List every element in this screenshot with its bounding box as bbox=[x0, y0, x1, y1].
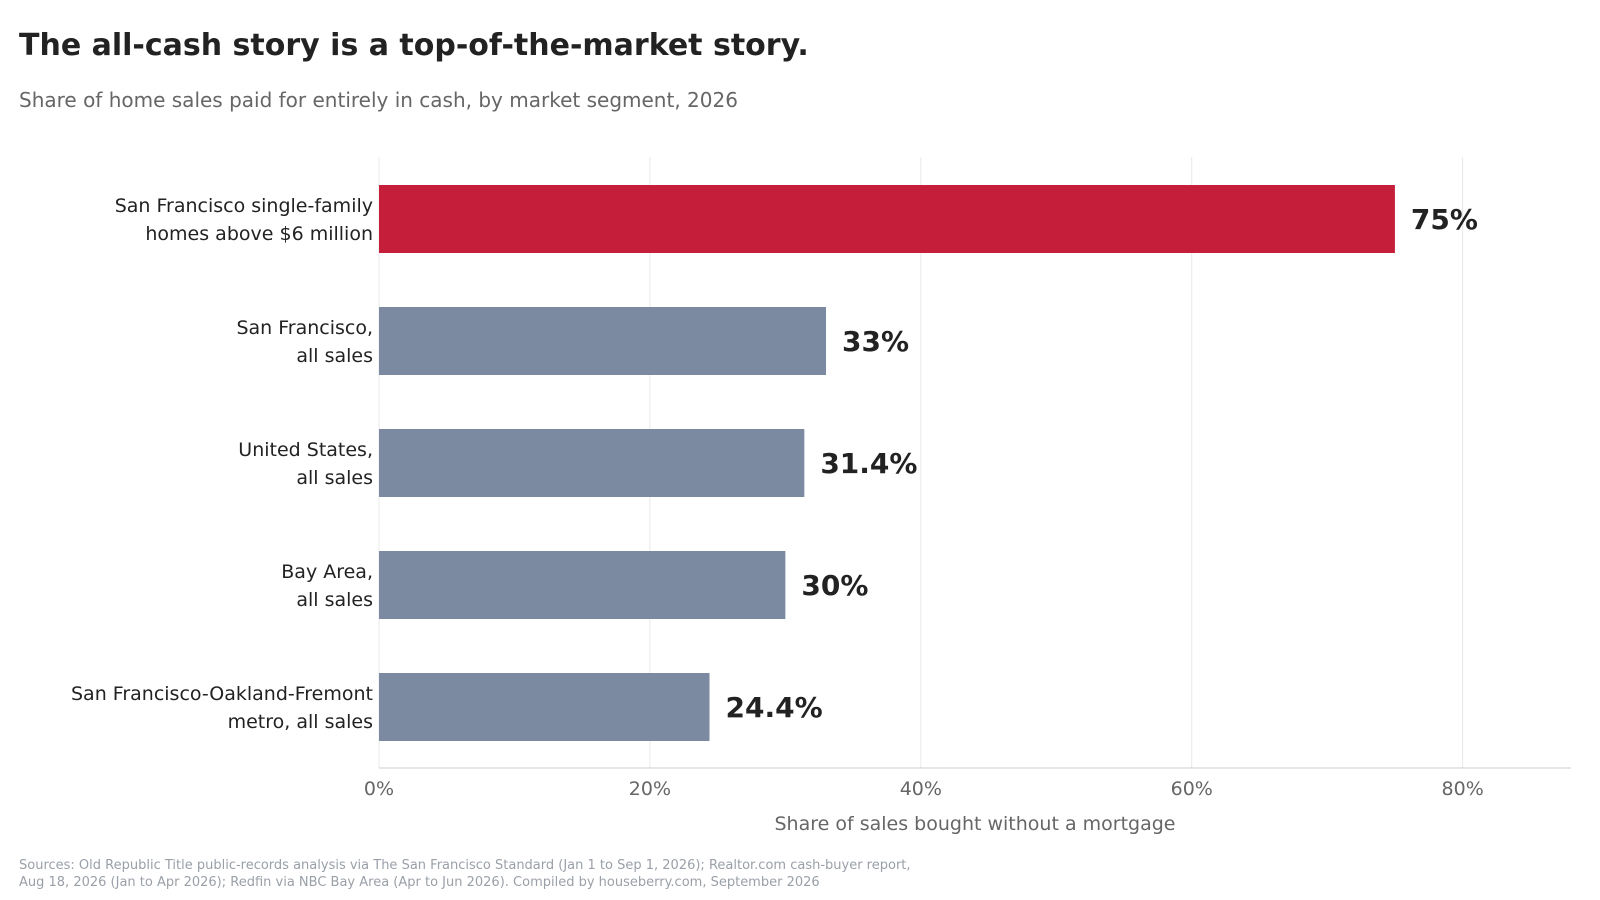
bar-4 bbox=[379, 673, 710, 741]
category-label-line: United States, bbox=[238, 439, 373, 461]
category-label-line: all sales bbox=[296, 589, 373, 611]
x-tick-label: 60% bbox=[1171, 778, 1213, 800]
sources-line-2: Aug 18, 2026 (Jan to Apr 2026); Redfin v… bbox=[19, 875, 820, 890]
category-label-2: United States, all sales bbox=[238, 439, 373, 489]
bar-3 bbox=[379, 551, 786, 619]
category-label-3: Bay Area, all sales bbox=[281, 561, 373, 611]
chart-subtitle: Share of home sales paid for entirely in… bbox=[19, 88, 738, 112]
value-label-1: 33% bbox=[842, 325, 909, 358]
value-label-3: 30% bbox=[801, 569, 868, 602]
sources-note: Sources: Old Republic Title public-recor… bbox=[19, 857, 911, 891]
category-label-line: all sales bbox=[296, 345, 373, 367]
x-tick-label: 0% bbox=[364, 778, 394, 800]
bar-2 bbox=[379, 429, 805, 497]
category-label-line: San Francisco, bbox=[236, 317, 373, 339]
category-label-line: metro, all sales bbox=[228, 711, 373, 733]
chart-title: The all-cash story is a top-of-the-marke… bbox=[19, 28, 809, 63]
bar-1 bbox=[379, 307, 826, 375]
x-tick-label: 80% bbox=[1442, 778, 1484, 800]
category-label-line: Bay Area, bbox=[281, 561, 373, 583]
category-label-0: San Francisco single-family homes above $… bbox=[115, 195, 373, 245]
x-tick-label: 20% bbox=[629, 778, 671, 800]
category-label-line: San Francisco-Oakland-Fremont bbox=[71, 683, 373, 705]
category-label-line: homes above $6 million bbox=[145, 223, 373, 245]
category-label-4: San Francisco-Oakland-Fremont metro, all … bbox=[71, 683, 373, 733]
x-axis-label: Share of sales bought without a mortgage bbox=[775, 813, 1176, 835]
bar-0 bbox=[379, 185, 1395, 253]
x-tick-label: 40% bbox=[900, 778, 942, 800]
value-label-2: 31.4% bbox=[820, 447, 917, 480]
category-label-line: San Francisco single-family bbox=[115, 195, 373, 217]
value-label-4: 24.4% bbox=[726, 691, 823, 724]
sources-line-1: Sources: Old Republic Title public-recor… bbox=[19, 858, 911, 873]
category-label-line: all sales bbox=[296, 467, 373, 489]
value-label-0: 75% bbox=[1411, 203, 1478, 236]
category-label-1: San Francisco, all sales bbox=[236, 317, 373, 367]
bar-chart: 0% 20% 40% 60% 80% Share of sales bought with… bbox=[71, 157, 1571, 835]
